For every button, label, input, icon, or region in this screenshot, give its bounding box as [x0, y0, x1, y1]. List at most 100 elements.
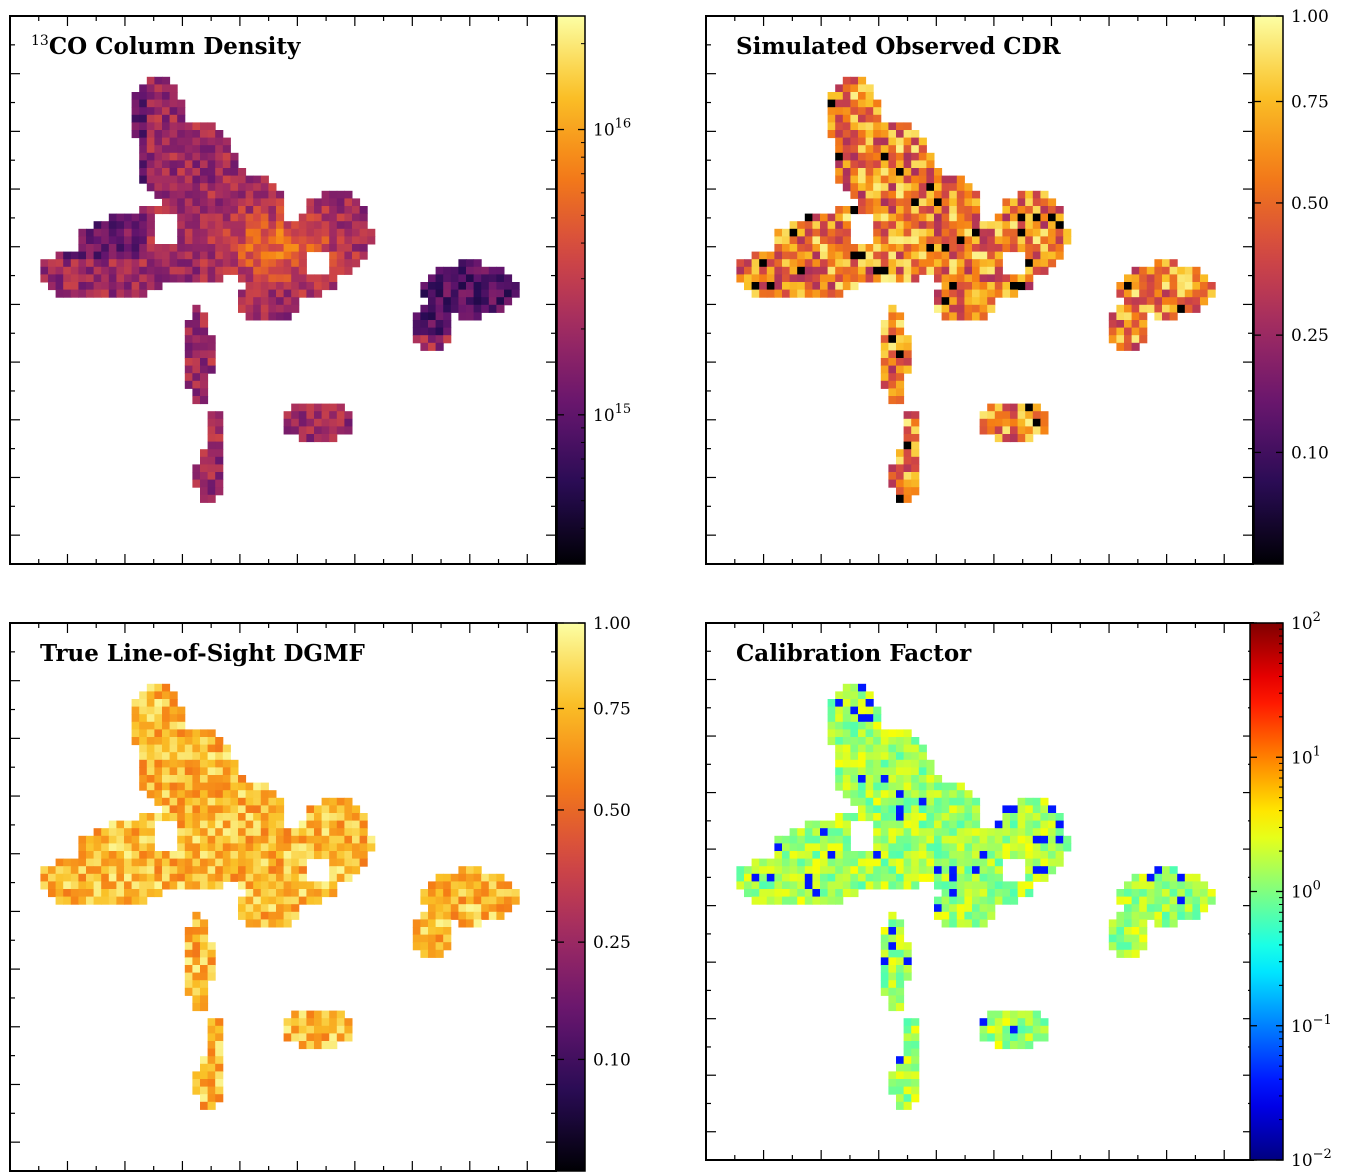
map-pixel [918, 145, 927, 154]
map-pixel [192, 350, 201, 359]
map-pixel [918, 835, 927, 844]
map-pixel [108, 873, 117, 882]
map-pixel [481, 289, 490, 298]
map-pixel [230, 843, 239, 852]
map-pixel [116, 858, 125, 867]
map-pixel [245, 851, 254, 860]
map-pixel [972, 911, 981, 920]
map-pixel [230, 767, 239, 776]
map-pixel [276, 312, 285, 321]
map-pixel [192, 396, 201, 405]
map-pixel [964, 790, 973, 799]
map-pixel [827, 92, 836, 101]
map-pixel [903, 858, 912, 867]
map-pixel [858, 691, 867, 700]
map-pixel [934, 297, 943, 306]
map-pixel [230, 759, 239, 768]
map-pixel [941, 866, 950, 875]
map-pixel [827, 706, 836, 715]
map-pixel [865, 790, 874, 799]
map-pixel [827, 251, 836, 260]
map-pixel [192, 251, 201, 260]
map-pixel [192, 858, 201, 867]
map-pixel [93, 858, 102, 867]
map-pixel [260, 190, 269, 199]
map-pixel [903, 160, 912, 169]
map-pixel [352, 813, 361, 822]
map-pixel [888, 759, 897, 768]
map-pixel [1025, 418, 1034, 427]
map-pixel [352, 866, 361, 875]
map-pixel [116, 835, 125, 844]
map-pixel [184, 873, 193, 882]
map-pixel [888, 464, 897, 473]
map-pixel [162, 714, 171, 723]
map-pixel [162, 183, 171, 192]
map-pixel [435, 927, 444, 936]
map-pixel [101, 244, 110, 253]
map-pixel [1055, 851, 1064, 860]
map-pixel [1002, 805, 1011, 814]
map-pixel [154, 122, 163, 131]
map-pixel [956, 183, 965, 192]
map-pixel [200, 259, 209, 268]
map-pixel [979, 858, 988, 867]
map-pixel [162, 752, 171, 761]
map-pixel [804, 843, 813, 852]
map-pixel [934, 183, 943, 192]
map-pixel [245, 858, 254, 867]
map-pixel [827, 266, 836, 275]
map-pixel [238, 266, 247, 275]
map-pixel [850, 190, 859, 199]
map-pixel [200, 820, 209, 829]
map-pixel [880, 835, 889, 844]
map-pixel [192, 835, 201, 844]
map-pixel [903, 259, 912, 268]
map-pixel [1169, 312, 1178, 321]
map-pixel [987, 881, 996, 890]
map-pixel [359, 813, 368, 822]
map-pixel [93, 274, 102, 283]
map-pixel [956, 304, 965, 313]
map-pixel [835, 221, 844, 230]
map-pixel [827, 873, 836, 882]
map-pixel [774, 896, 783, 905]
map-pixel [245, 289, 254, 298]
map-pixel [911, 797, 920, 806]
map-pixel [835, 737, 844, 746]
map-pixel [40, 266, 49, 275]
map-pixel [131, 858, 140, 867]
map-pixel [827, 820, 836, 829]
map-pixel [835, 767, 844, 776]
map-pixel [896, 972, 905, 981]
map-pixel [903, 365, 912, 374]
map-pixel [1131, 304, 1140, 313]
map-pixel [131, 820, 140, 829]
map-pixel [139, 175, 148, 184]
map-pixel [918, 175, 927, 184]
map-pixel [352, 858, 361, 867]
map-pixel [192, 198, 201, 207]
map-pixel [428, 889, 437, 898]
map-pixel [238, 175, 247, 184]
map-pixel [314, 1041, 323, 1050]
map-pixel [146, 790, 155, 799]
map-pixel [131, 835, 140, 844]
map-pixel [934, 244, 943, 253]
map-pixel [1025, 426, 1034, 435]
map-pixel [858, 744, 867, 753]
map-pixel [192, 790, 201, 799]
map-pixel [812, 889, 821, 898]
map-pixel [820, 828, 829, 837]
map-pixel [200, 190, 209, 199]
map-pixel [880, 805, 889, 814]
map-pixel [215, 782, 224, 791]
map-pixel [215, 266, 224, 275]
map-pixel [101, 228, 110, 237]
map-pixel [896, 934, 905, 943]
true-dgmf-map [40, 683, 520, 1110]
map-pixel [200, 274, 209, 283]
map-pixel [306, 236, 315, 245]
map-pixel [215, 744, 224, 753]
map-pixel [139, 107, 148, 116]
